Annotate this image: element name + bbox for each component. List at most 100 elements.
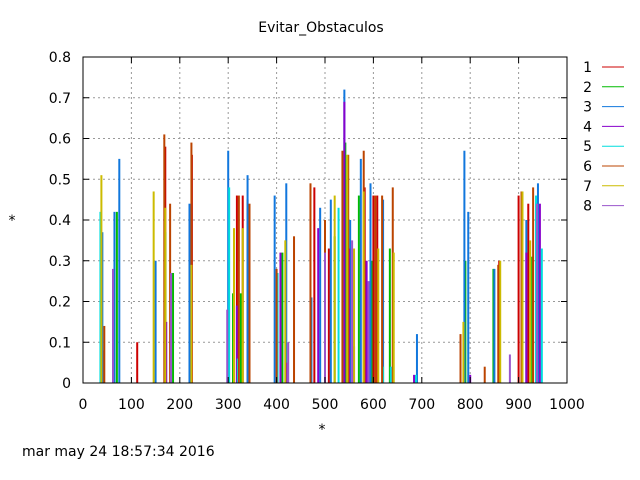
legend-label-1: 1 (583, 60, 592, 76)
bar-series-8 (508, 354, 511, 383)
x-tick-label: 700 (408, 397, 435, 413)
bar-series-3 (467, 211, 470, 383)
legend-label-3: 3 (583, 100, 592, 116)
bar-series-6 (532, 187, 535, 383)
bar-series-2 (357, 195, 360, 383)
bar-series-1 (372, 195, 375, 383)
bar-series-1 (235, 195, 238, 383)
bar-series-2 (388, 248, 391, 383)
bar-series-4 (538, 203, 541, 383)
bar-series-2 (239, 293, 242, 383)
bar-series-4 (365, 260, 368, 383)
x-tick-label: 600 (360, 397, 387, 413)
bar-series-8 (535, 203, 538, 383)
bar-series-3 (188, 203, 191, 383)
bars (99, 89, 543, 383)
bar-series-1 (313, 187, 316, 383)
bar-series-4 (525, 252, 528, 383)
bar-series-7 (377, 248, 380, 383)
bar-series-3 (154, 260, 157, 383)
bar-series-4 (413, 374, 416, 383)
y-tick-label: 0.4 (49, 213, 71, 229)
x-tick-label: 100 (118, 397, 145, 413)
y-axis-label: * (9, 213, 16, 229)
bar-series-7 (100, 175, 103, 383)
legend-label-6: 6 (583, 159, 592, 175)
x-tick-label: 400 (263, 397, 290, 413)
bar-series-8 (112, 268, 115, 383)
bar-series-8 (287, 342, 290, 383)
x-axis-ticks: 0 100 200 300 400 500 600 700 800 900 1000 (79, 57, 585, 413)
bar-series-6 (309, 183, 312, 383)
bar-series-8 (367, 281, 370, 383)
bar-series-6 (483, 366, 486, 383)
bar-series-7 (241, 228, 244, 383)
bar-series-5 (414, 374, 417, 383)
y-axis-ticks: 0 0.1 0.2 0.3 0.4 0.5 0.6 0.7 0.8 (49, 50, 567, 392)
bar-series-7 (462, 321, 465, 383)
bar-series-5 (389, 366, 392, 383)
legend-label-7: 7 (583, 179, 592, 195)
bar-series-3 (319, 207, 322, 383)
bar-series-5 (337, 207, 340, 383)
legend-label-4: 4 (583, 119, 592, 135)
bar-series-7 (353, 248, 356, 383)
bar-series-5 (540, 248, 543, 383)
bar-series-5 (228, 187, 231, 383)
bar-series-7 (392, 252, 395, 383)
legend: 1 2 3 4 5 6 7 8 (583, 60, 624, 215)
x-tick-label: 300 (215, 397, 242, 413)
bar-series-3 (118, 158, 121, 383)
bar-series-8 (324, 252, 326, 383)
bar-series-6 (374, 195, 377, 383)
bar-series-7 (362, 191, 365, 383)
bar-series-7 (164, 207, 167, 383)
bar-series-3 (329, 199, 332, 383)
bar-series-6 (459, 334, 462, 383)
bar-series-6 (190, 142, 193, 383)
bar-series-6 (248, 203, 251, 383)
y-tick-label: 0.6 (49, 132, 71, 148)
bar-series-6 (275, 268, 278, 383)
y-tick-label: 0.2 (49, 295, 71, 311)
bar-series-3 (246, 175, 249, 383)
legend-label-2: 2 (583, 80, 592, 96)
bar-series-4 (343, 101, 346, 383)
bar-series-7 (346, 154, 349, 383)
legend-label-8: 8 (583, 199, 592, 215)
y-tick-label: 0.3 (49, 254, 71, 270)
bar-series-3 (493, 268, 496, 383)
bar-series-7 (499, 260, 502, 383)
bar-series-7 (190, 264, 193, 383)
bar-series-4 (317, 228, 320, 383)
bar-series-1 (517, 195, 520, 383)
bar-series-1 (527, 203, 530, 383)
bar-series-7 (284, 240, 287, 383)
x-tick-label: 200 (166, 397, 193, 413)
bar-series-3 (463, 150, 466, 383)
y-tick-label: 0.1 (49, 335, 71, 351)
bar-series-1 (136, 342, 139, 383)
bar-series-3 (415, 334, 418, 383)
x-tick-label: 800 (457, 397, 484, 413)
x-tick-label: 500 (312, 397, 339, 413)
x-tick-label: 0 (79, 397, 88, 413)
x-tick-label: 900 (505, 397, 532, 413)
bar-series-6 (381, 195, 384, 383)
bar-series-2 (115, 211, 118, 383)
y-tick-label: 0 (62, 376, 71, 392)
x-tick-label: 1000 (549, 397, 585, 413)
bar-series-6 (237, 195, 240, 383)
bar-series-4 (235, 305, 238, 383)
bar-series-4 (279, 252, 282, 383)
bar-series-6 (293, 236, 296, 383)
bar-series-7 (233, 228, 236, 383)
chart-title: Evitar_Obstaculos (258, 20, 383, 36)
x-axis-label: * (319, 422, 326, 438)
bar-series-7 (529, 240, 532, 383)
y-tick-label: 0.7 (49, 91, 71, 107)
bar-series-1 (327, 248, 330, 383)
bar-series-8 (351, 240, 354, 383)
bar-series-3 (359, 158, 362, 383)
